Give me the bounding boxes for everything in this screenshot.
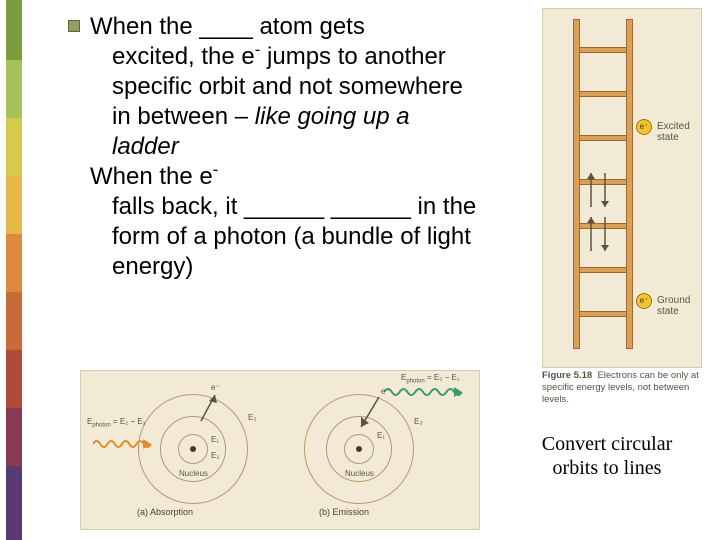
excited-state-label: Excited state: [657, 121, 701, 143]
caption-absorption: (a) Absorption: [137, 507, 193, 517]
electron-down-arrow-icon: [349, 393, 389, 433]
convert-caption: Convert circular orbits to lines: [522, 432, 692, 480]
ladder-caption: Figure 5.18 Electrons can be only at spe…: [542, 370, 702, 406]
photon-eq-b: Ephoton = E₃ − E₁: [401, 373, 460, 385]
e1-label-b: E₁: [377, 431, 385, 440]
orbit-figure: Ephoton = E₂ − E₁ E₁ E₂ E₃ e⁻ Nucleus (a…: [80, 370, 480, 530]
nucleus-label-b: Nucleus: [345, 469, 374, 478]
electron-excited-icon: e⁻: [636, 119, 652, 135]
figure-number: Figure 5.18: [542, 370, 592, 381]
orbit-panel-emission: Ephoton = E₃ − E₁ E₁ E₃ e⁻ Nucleus (b) E…: [289, 379, 469, 519]
e1-label-a: E₁: [211, 435, 219, 444]
e2-label-a: E₂: [211, 451, 219, 460]
para2-a: When the e: [90, 163, 213, 190]
eminus-label-b: e⁻: [381, 387, 390, 396]
electron-ground-icon: e⁻: [636, 293, 652, 309]
orbit-panel-absorption: Ephoton = E₂ − E₁ E₁ E₂ E₃ e⁻ Nucleus (a…: [93, 379, 273, 519]
eminus-label-a: e⁻: [211, 383, 220, 392]
e3-label-b: E₃: [414, 417, 423, 426]
nucleus-label-a: Nucleus: [179, 469, 208, 478]
para1-b: excited, the e: [112, 43, 255, 70]
photon-eq-a: Ephoton = E₂ − E₁: [87, 417, 145, 429]
decorative-side-stripe: [0, 0, 28, 540]
bullet-icon: [68, 20, 80, 32]
ground-state-label: Ground state: [657, 295, 701, 317]
main-text-block: When the ____ atom gets excited, the e- …: [90, 12, 480, 282]
caption-emission: (b) Emission: [319, 507, 369, 517]
para1-rest: excited, the e- jumps to another specifi…: [90, 42, 480, 162]
para2-sup: -: [213, 160, 219, 179]
para1-line1: When the ____ atom gets: [90, 13, 365, 40]
nucleus-a-icon: [190, 446, 196, 452]
side-stripe-svg: [0, 0, 28, 540]
e3-label-a: E₃: [248, 413, 257, 422]
ladder-figure: e⁻ e⁻ Excited state Ground state: [542, 8, 702, 368]
para2-rest: falls back, it ______ ______ in the form…: [90, 192, 480, 282]
nucleus-b-icon: [356, 446, 362, 452]
photon-in-wave-icon: [93, 429, 163, 459]
electron-up-arrow-icon: [183, 389, 223, 429]
